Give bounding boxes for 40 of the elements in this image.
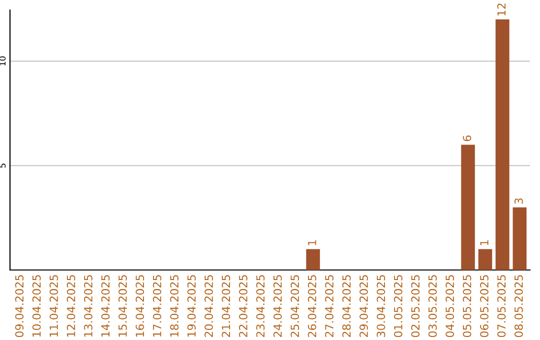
x-tick-label: 07.05.2025: [497, 275, 506, 338]
x-tick-label: 09.04.2025: [15, 275, 24, 338]
x-tick-label: 21.04.2025: [222, 275, 230, 337]
bar: [461, 144, 475, 270]
x-tick-label: 22.04.2025: [238, 275, 248, 337]
x-tick-label: 01.05.2025: [394, 275, 402, 338]
bar: [496, 19, 510, 270]
x-tick-label: 16.04.2025: [136, 275, 144, 337]
x-tick-label: 12.04.2025: [66, 275, 76, 337]
x-tick-label: 04.05.2025: [446, 275, 454, 338]
bar: [512, 207, 527, 270]
x-tick-label: 15.04.2025: [118, 275, 127, 337]
data-label: 1: [308, 240, 316, 246]
x-tick-label: 20.04.2025: [204, 275, 213, 337]
data-label: 6: [462, 136, 472, 142]
x-tick-label: 30.04.2025: [376, 275, 386, 337]
data-label: 3: [514, 198, 523, 204]
x-tick-label: 02.05.2025: [411, 275, 420, 338]
bar: [306, 249, 320, 270]
x-tick-label: 13.04.2025: [84, 275, 92, 337]
x-tick-label: 28.04.2025: [342, 275, 351, 337]
x-tick-label: 19.04.2025: [187, 275, 196, 337]
x-tick-label: 03.05.2025: [428, 275, 437, 338]
x-tick-label: 11.04.2025: [50, 275, 58, 337]
x-tick-label: 24.04.2025: [273, 275, 282, 337]
x-tick-label: 29.04.2025: [360, 275, 368, 337]
x-tick-label: 10.04.2025: [32, 275, 41, 337]
bar: [478, 249, 492, 270]
x-tick-label: 23.04.2025: [256, 275, 265, 337]
x-tick-label: 18.04.2025: [170, 275, 179, 337]
x-tick-label: 25.04.2025: [290, 275, 300, 337]
x-tick-label: 08.05.2025: [514, 275, 523, 338]
x-tick-label: 06.05.2025: [480, 275, 488, 338]
data-label: 1: [480, 240, 488, 246]
x-tick-label: 14.04.2025: [101, 275, 110, 337]
x-tick-label: 27.04.2025: [325, 275, 334, 337]
data-label: 12: [497, 4, 506, 16]
x-tick-label: 26.04.2025: [308, 275, 316, 337]
x-tick-label: 05.05.2025: [462, 275, 472, 338]
x-tick-label: 17.04.2025: [152, 275, 162, 337]
